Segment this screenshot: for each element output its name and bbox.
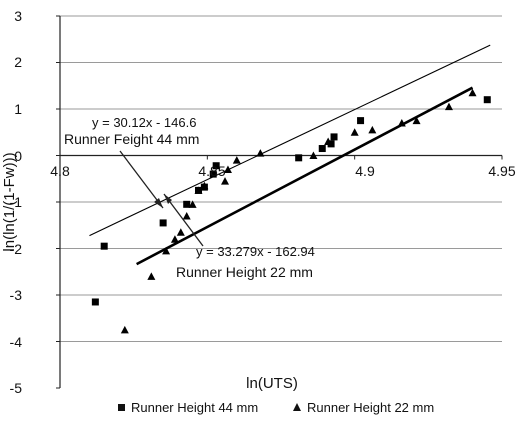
point-22mm — [176, 228, 185, 236]
y-tick-label: -2 — [10, 241, 23, 257]
trendlines — [89, 44, 491, 266]
point-22mm — [170, 235, 179, 243]
annotation-22: y = 33.279x - 162.94 Runner Height 22 mm — [163, 193, 315, 280]
point-44mm — [91, 298, 99, 306]
point-22mm — [232, 156, 241, 164]
legend: Runner Height 44 mm Runner Height 22 mm — [118, 400, 434, 415]
point-44mm — [330, 133, 338, 141]
point-22mm — [256, 149, 265, 157]
trendline-label-22: Runner Height 22 mm — [176, 264, 313, 280]
point-44mm — [318, 145, 326, 153]
y-tick-label: -3 — [10, 287, 23, 303]
point-44mm — [183, 200, 191, 208]
point-22mm — [147, 272, 156, 280]
x-tick-label: 4.95 — [488, 163, 515, 179]
y-tick-label: 2 — [14, 54, 22, 70]
point-44mm — [483, 96, 491, 104]
trendline-label-44: Runner Feight 44 mm — [64, 131, 199, 147]
gridlines — [60, 15, 502, 342]
legend-label-22: Runner Height 22 mm — [307, 400, 434, 415]
point-22mm — [194, 186, 203, 194]
point-22mm — [162, 246, 171, 255]
y-tick-labels: 3 2 1 0 -1 -2 -3 -4 -5 — [10, 8, 23, 396]
data-points — [91, 88, 491, 334]
point-44mm — [295, 154, 303, 162]
point-22mm — [444, 102, 453, 111]
legend-marker-square — [118, 404, 125, 411]
x-tick-label: 4.85 — [198, 163, 225, 179]
point-22mm — [182, 211, 191, 220]
point-22mm — [223, 165, 232, 173]
y-tick-label: -4 — [10, 334, 23, 350]
point-22mm — [188, 200, 197, 208]
legend-label-44: Runner Height 44 mm — [131, 400, 258, 415]
point-44mm — [212, 162, 220, 170]
trendline-equation-44: y = 30.12x - 146.6 — [92, 115, 196, 130]
y-tick-label: -1 — [10, 194, 23, 210]
annotation-arrowhead-22 — [164, 194, 172, 204]
point-22mm — [397, 118, 406, 127]
point-22mm — [468, 88, 477, 97]
y-tick-label: 3 — [14, 8, 22, 24]
annotation-arrow-22 — [163, 193, 204, 247]
axes — [56, 15, 503, 389]
point-22mm — [309, 151, 318, 159]
trendline-44 — [89, 44, 491, 237]
x-tick-label: 4.8 — [50, 163, 70, 179]
trendline-equation-22: y = 33.279x - 162.94 — [196, 244, 315, 259]
annotation-44: y = 30.12x - 146.6 Runner Feight 44 mm — [64, 115, 199, 209]
y-tick-label: -5 — [10, 380, 23, 396]
point-44mm — [209, 170, 217, 178]
point-44mm — [159, 219, 167, 227]
point-22mm — [350, 128, 359, 136]
x-tick-label: 4.9 — [355, 163, 375, 179]
y-axis-title: ln(ln(1/(1-Fw))) — [1, 152, 18, 251]
point-22mm — [200, 181, 209, 190]
y-tick-label: 0 — [14, 148, 22, 164]
point-22mm — [221, 177, 230, 185]
y-tick-label: 1 — [14, 101, 22, 117]
legend-marker-triangle — [293, 403, 301, 411]
annotation-arrow-44 — [119, 150, 164, 209]
point-22mm — [324, 137, 333, 146]
x-axis-title: ln(UTS) — [246, 375, 298, 392]
point-44mm — [357, 117, 365, 125]
x-tick-labels: 4.8 4.85 4.9 4.95 — [50, 163, 516, 179]
point-44mm — [100, 242, 108, 250]
point-22mm — [412, 116, 421, 125]
point-22mm — [120, 325, 129, 334]
point-22mm — [368, 125, 377, 134]
annotation-arrowhead-44 — [154, 198, 163, 208]
